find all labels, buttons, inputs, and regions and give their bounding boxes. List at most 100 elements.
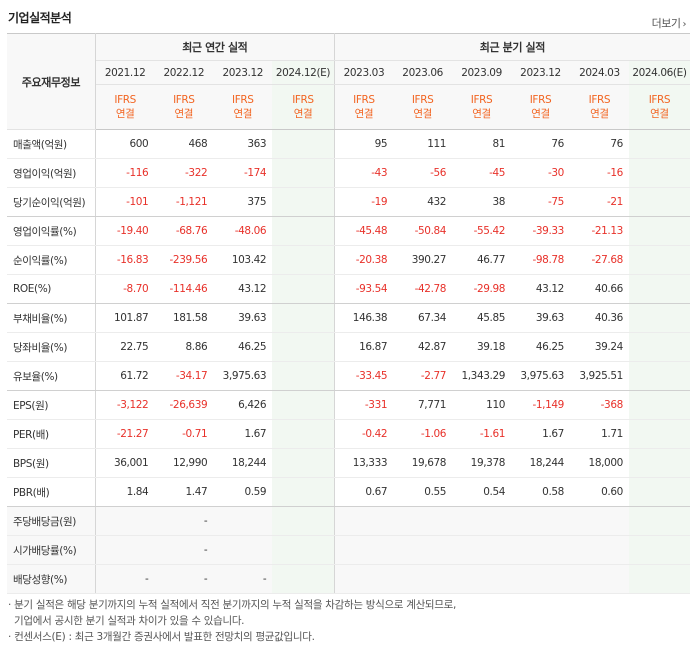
table-row: 주당배당금(원) - bbox=[7, 506, 690, 536]
ifrs-label: IFRS bbox=[648, 94, 671, 106]
value-cell: 12,990 bbox=[154, 448, 214, 478]
table-row: 당좌비율(%) 22.75 8.86 46.25 16.87 42.87 39.18 46.2… bbox=[7, 332, 690, 362]
value-cell: 95 bbox=[334, 129, 394, 159]
value-cell bbox=[569, 564, 629, 594]
value-cell: -48.06 bbox=[213, 216, 273, 246]
value-cell: 39.63 bbox=[511, 303, 570, 333]
ifrs-header: IFRS 연결 bbox=[452, 84, 512, 130]
consolidated-label: 연결 bbox=[115, 108, 135, 120]
value-cell: -33.45 bbox=[334, 361, 394, 391]
table-row: 부채비율(%) 101.87 181.58 39.63 146.38 67.34 45.85… bbox=[7, 303, 690, 333]
value-cell bbox=[569, 506, 629, 536]
value-cell: 432 bbox=[393, 187, 453, 217]
value-cell bbox=[628, 535, 690, 565]
ifrs-label: IFRS bbox=[470, 94, 493, 106]
ifrs-header: IFRS 연결 bbox=[628, 84, 690, 130]
value-cell bbox=[213, 506, 273, 536]
period-header: 2021.12 bbox=[95, 60, 155, 85]
ifrs-header: IFRS 연결 bbox=[213, 84, 273, 130]
row-label: 배당성향(%) bbox=[7, 564, 96, 594]
value-cell: 0.60 bbox=[569, 477, 629, 507]
value-cell: 0.58 bbox=[511, 477, 570, 507]
value-cell: 46.25 bbox=[511, 332, 570, 362]
table-row: 매출액(억원) 600 468 363 95 111 81 76 76 bbox=[7, 129, 690, 159]
value-cell bbox=[272, 216, 335, 246]
ifrs-header: IFRS 연결 bbox=[272, 84, 335, 130]
table-row: EPS(원) -3,122 -26,639 6,426 -331 7,771 110 -1,1… bbox=[7, 390, 690, 420]
period-header: 2023.12 bbox=[213, 60, 273, 85]
period-header: 2023.09 bbox=[452, 60, 512, 85]
value-cell bbox=[569, 535, 629, 565]
value-cell: 7,771 bbox=[393, 390, 453, 420]
value-cell: 45.85 bbox=[452, 303, 512, 333]
period-header: 2023.06 bbox=[393, 60, 453, 85]
period-header: 2022.12 bbox=[154, 60, 214, 85]
consolidated-label: 연결 bbox=[354, 108, 374, 120]
consolidated-label: 연결 bbox=[233, 108, 253, 120]
chevron-right-icon: › bbox=[682, 19, 687, 30]
value-cell: -20.38 bbox=[334, 245, 394, 275]
value-cell: -19.40 bbox=[95, 216, 155, 246]
row-label: PBR(배) bbox=[7, 477, 96, 507]
value-cell: -16.83 bbox=[95, 245, 155, 275]
value-cell: - bbox=[154, 564, 214, 594]
value-cell: 81 bbox=[452, 129, 512, 159]
period-header: 2023.12 bbox=[511, 60, 570, 85]
value-cell bbox=[393, 564, 453, 594]
value-cell: 181.58 bbox=[154, 303, 214, 333]
ifrs-label: IFRS bbox=[232, 94, 254, 106]
value-cell: 67.34 bbox=[393, 303, 453, 333]
value-cell: 38 bbox=[452, 187, 512, 217]
table-row: 영업이익(억원) -116 -322 -174 -43 -56 -45 -30 -16 bbox=[7, 158, 690, 188]
value-cell: -43 bbox=[334, 158, 394, 188]
footnote: · 분기 실적은 해당 분기까지의 누적 실적에서 직전 분기까지의 누적 실적… bbox=[8, 599, 457, 611]
value-cell: 76 bbox=[569, 129, 629, 159]
table-row: 당기순이익(억원) -101 -1,121 375 -19 432 38 -75 -21 bbox=[7, 187, 690, 217]
value-cell: 39.63 bbox=[213, 303, 273, 333]
value-cell: 61.72 bbox=[95, 361, 155, 391]
value-cell: 18,244 bbox=[213, 448, 273, 478]
value-cell: -50.84 bbox=[393, 216, 453, 246]
value-cell: -21 bbox=[569, 187, 629, 217]
value-cell bbox=[272, 129, 335, 159]
value-cell bbox=[628, 332, 690, 362]
row-label: EPS(원) bbox=[7, 390, 96, 420]
value-cell bbox=[95, 506, 155, 536]
row-label: 순이익률(%) bbox=[7, 245, 96, 275]
consolidated-label: 연결 bbox=[650, 108, 669, 120]
value-cell: -1,149 bbox=[511, 390, 570, 420]
value-cell: -29.98 bbox=[452, 274, 512, 304]
value-cell: 103.42 bbox=[213, 245, 273, 275]
value-cell: -1,121 bbox=[154, 187, 214, 217]
value-cell: -45 bbox=[452, 158, 512, 188]
value-cell: -27.68 bbox=[569, 245, 629, 275]
more-link[interactable]: 더보기 › bbox=[651, 15, 687, 31]
value-cell bbox=[628, 216, 690, 246]
value-cell: 3,925.51 bbox=[569, 361, 629, 391]
value-cell: 18,244 bbox=[511, 448, 570, 478]
value-cell: 390.27 bbox=[393, 245, 453, 275]
value-cell: -26,639 bbox=[154, 390, 214, 420]
ifrs-header: IFRS 연결 bbox=[393, 84, 453, 130]
row-label: 당기순이익(억원) bbox=[7, 187, 96, 217]
value-cell bbox=[272, 535, 335, 565]
value-cell bbox=[511, 506, 570, 536]
value-cell: 1.67 bbox=[511, 419, 570, 449]
value-cell: 111 bbox=[393, 129, 453, 159]
value-cell bbox=[334, 535, 394, 565]
value-cell: 22.75 bbox=[95, 332, 155, 362]
value-cell bbox=[628, 187, 690, 217]
value-cell bbox=[452, 535, 512, 565]
row-label: BPS(원) bbox=[7, 448, 96, 478]
value-cell bbox=[272, 477, 335, 507]
more-label: 더보기 bbox=[651, 17, 681, 30]
value-cell: -16 bbox=[569, 158, 629, 188]
value-cell: -75 bbox=[511, 187, 570, 217]
ifrs-label: IFRS bbox=[353, 94, 375, 106]
value-cell bbox=[628, 303, 690, 333]
value-cell: 16.87 bbox=[334, 332, 394, 362]
row-label: 당좌비율(%) bbox=[7, 332, 96, 362]
value-cell: -42.78 bbox=[393, 274, 453, 304]
value-cell: 76 bbox=[511, 129, 570, 159]
consolidated-label: 연결 bbox=[531, 108, 550, 120]
